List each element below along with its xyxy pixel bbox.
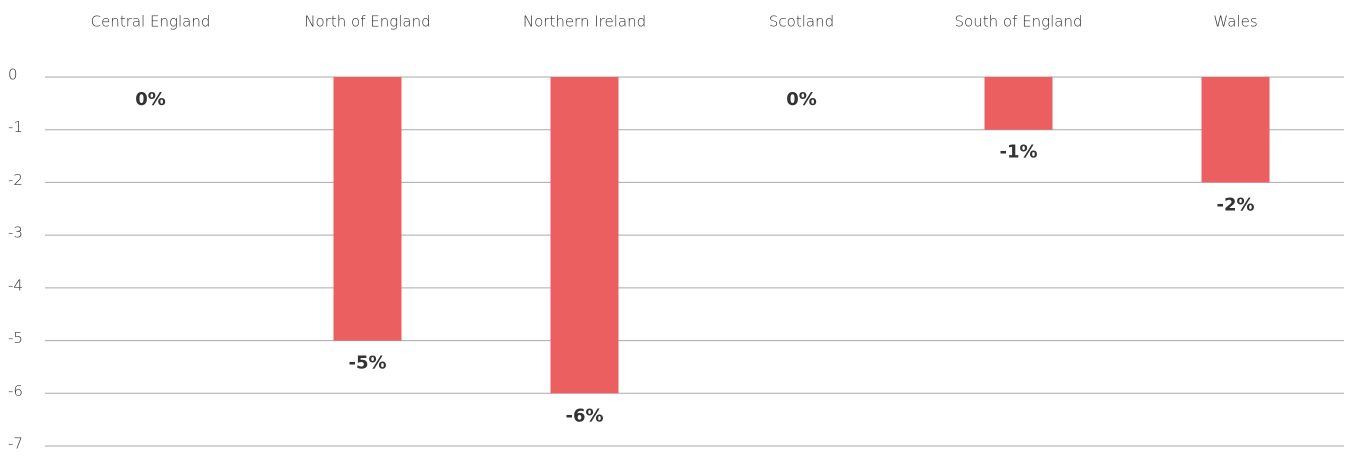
value-label: -2% (1216, 194, 1254, 215)
value-label: -6% (565, 405, 603, 426)
y-tick-label: -5 (8, 329, 23, 347)
value-label: -5% (348, 353, 386, 374)
value-label: -1% (999, 142, 1037, 163)
x-tick-label: Central England (91, 13, 211, 31)
bar (550, 77, 619, 394)
x-tick-label: Wales (1213, 13, 1257, 31)
y-tick-label: -2 (8, 171, 23, 189)
bar (1201, 77, 1270, 183)
x-tick-label: North of England (304, 13, 430, 31)
x-tick-label: Northern Ireland (523, 13, 646, 31)
y-tick-label: -7 (8, 435, 23, 453)
bar (333, 77, 402, 341)
y-tick-label: -3 (8, 224, 23, 242)
y-tick-label: -4 (8, 276, 23, 294)
x-tick-label: Scotland (769, 13, 834, 31)
x-tick-label: South of England (955, 13, 1083, 31)
y-tick-label: -6 (8, 382, 23, 400)
value-label: 0% (135, 89, 166, 110)
y-tick-label: -1 (8, 118, 23, 136)
bar (984, 77, 1053, 130)
y-tick-label: 0 (8, 66, 18, 84)
value-label: 0% (786, 89, 817, 110)
